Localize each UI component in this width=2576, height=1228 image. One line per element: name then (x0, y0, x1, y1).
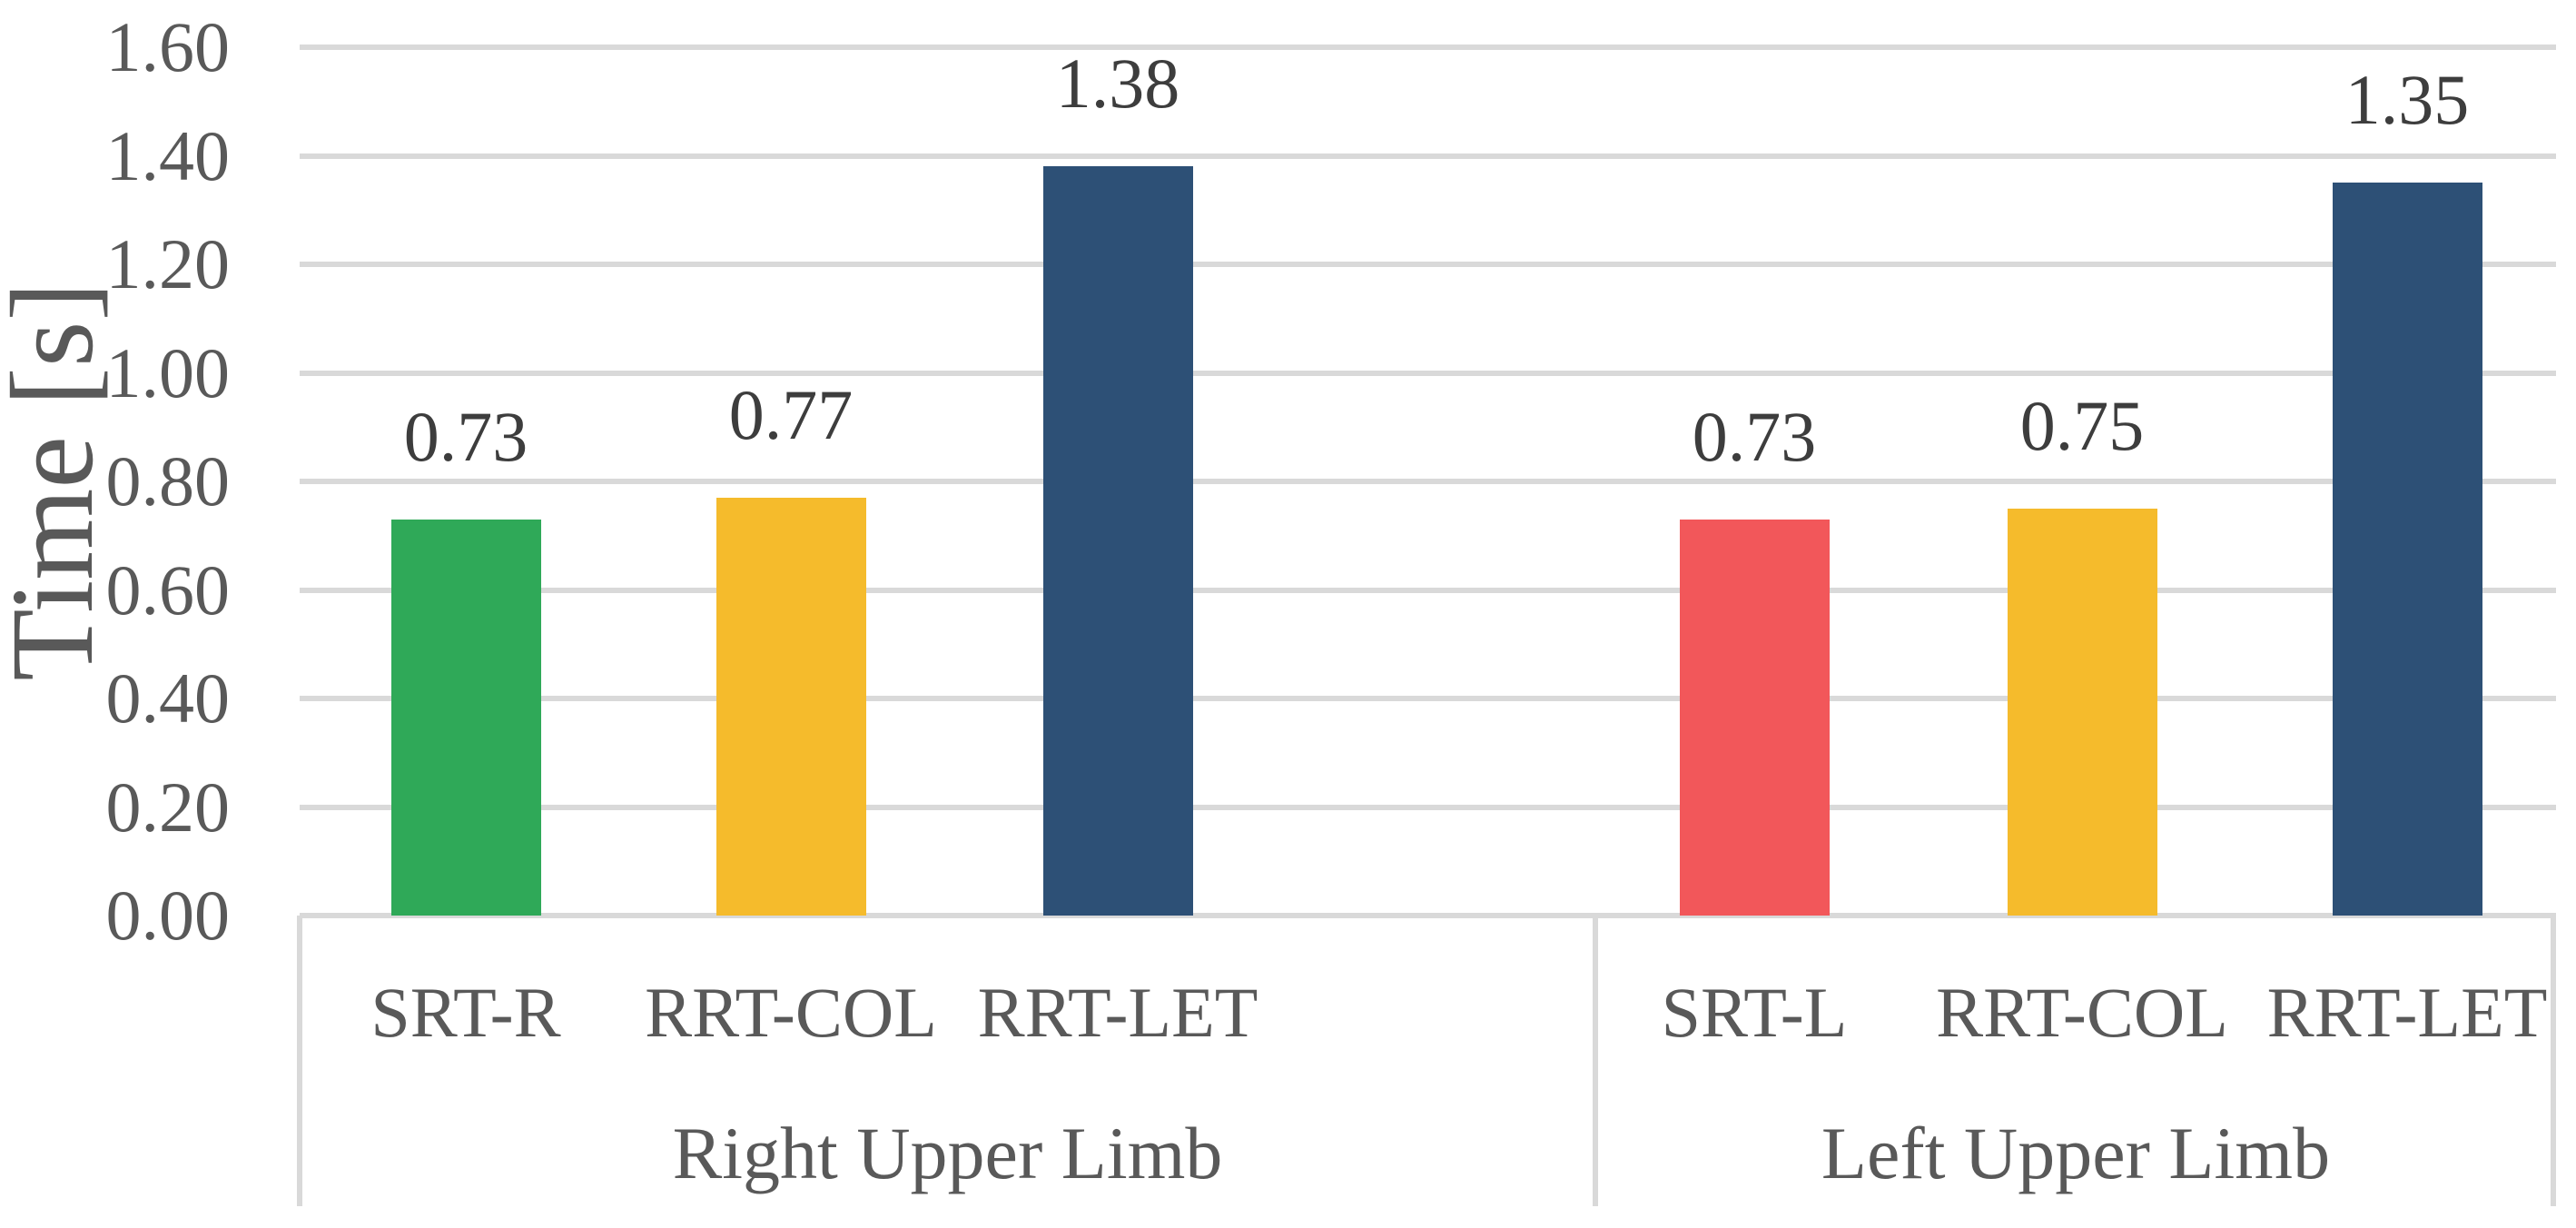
category-label: RRT-LET (977, 973, 1258, 1052)
category-box-border (297, 916, 302, 1206)
gridline (300, 696, 2556, 701)
category-label: RRT-COL (645, 973, 937, 1052)
gridline (300, 45, 2556, 50)
gridline (300, 262, 2556, 267)
gridline (300, 913, 2556, 918)
bar-right-upper-limb-srt-r (390, 520, 541, 916)
y-axis-tick-label: 1.60 (105, 7, 231, 86)
bar-left-upper-limb-rrt-col (2007, 509, 2157, 916)
y-axis-tick-label: 0.20 (105, 767, 231, 847)
category-label: RRT-LET (2266, 973, 2548, 1052)
data-label: 0.77 (728, 375, 854, 454)
category-label: SRT-L (1661, 973, 1848, 1052)
y-axis-tick-label: 0.00 (105, 876, 231, 955)
gridline (300, 804, 2556, 810)
data-label: 1.35 (2344, 60, 2470, 139)
data-label: 0.75 (2019, 386, 2145, 465)
bar-right-upper-limb-rrt-col (716, 498, 866, 916)
y-axis-tick-label: 1.20 (105, 224, 231, 303)
gridline (300, 587, 2556, 593)
gridline (300, 370, 2556, 376)
category-label: RRT-COL (1936, 973, 2228, 1052)
bar-left-upper-limb-srt-l (1679, 520, 1830, 916)
y-axis-tick-label: 1.00 (105, 332, 231, 412)
group-label: Left Upper Limb (1821, 1112, 2331, 1194)
y-axis-tick-label: 1.40 (105, 115, 231, 195)
bar-left-upper-limb-rrt-let (2332, 183, 2482, 916)
category-box-border (2551, 916, 2556, 1206)
data-label: 0.73 (1692, 397, 1817, 476)
y-axis-tick-label: 0.40 (105, 659, 231, 738)
group-label: Right Upper Limb (672, 1112, 1223, 1194)
gridline (300, 479, 2556, 484)
y-axis-tick-label: 0.60 (105, 550, 231, 629)
data-label: 0.73 (403, 397, 528, 476)
gridline (300, 153, 2556, 159)
category-label: SRT-R (370, 973, 561, 1052)
data-label: 1.38 (1055, 44, 1180, 123)
y-axis-tick-label: 0.80 (105, 441, 231, 520)
group-divider-line (1593, 916, 1598, 1206)
bar-right-upper-limb-rrt-let (1042, 166, 1193, 916)
